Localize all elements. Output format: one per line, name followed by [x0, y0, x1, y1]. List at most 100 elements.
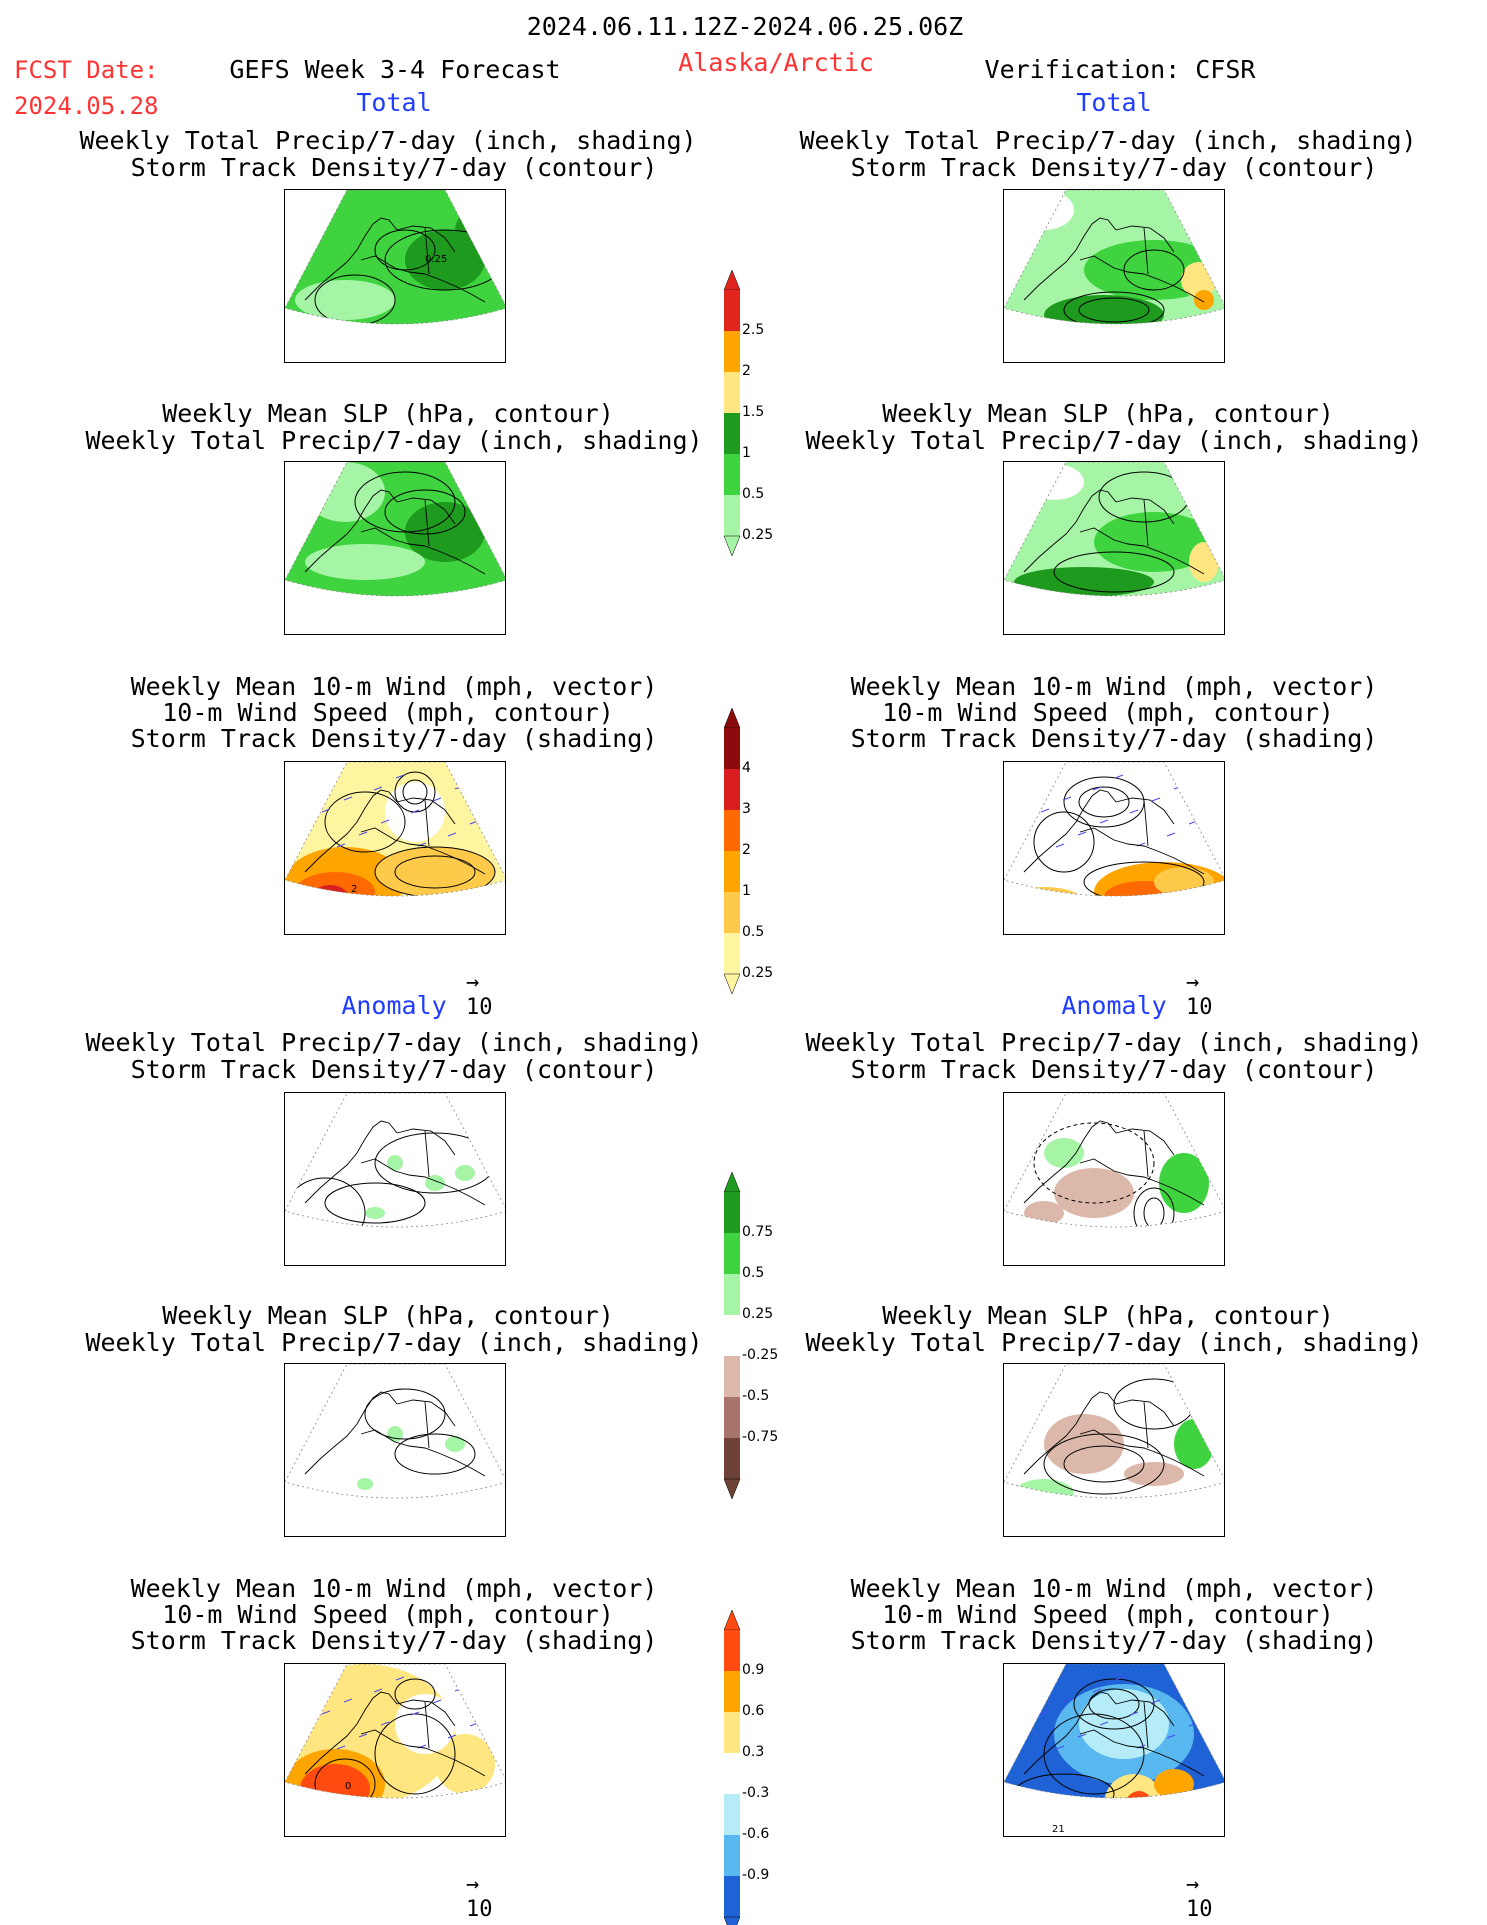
colorbar-segment	[724, 413, 740, 454]
model-title: GEFS Week 3-4 Forecast	[229, 55, 561, 84]
domain-outline	[285, 1664, 505, 1799]
p4-svg	[1004, 462, 1224, 597]
contour-line	[1083, 861, 1205, 896]
contour-line	[1143, 1197, 1165, 1227]
colorbar-segment	[724, 1671, 740, 1712]
colorbar-label: -0.9	[742, 1867, 770, 1883]
colorbar-label: -0.75	[742, 1429, 779, 1445]
colorbar-segment	[724, 1397, 740, 1438]
colorbar-top-arrow	[723, 269, 741, 291]
vector-ref-ar: → 10	[1186, 1872, 1213, 1922]
contour-line	[1133, 1187, 1175, 1227]
domain-outline	[1004, 1664, 1224, 1799]
coastline	[304, 1120, 486, 1206]
border-line	[424, 799, 430, 847]
contour-line	[394, 1678, 436, 1710]
coastline	[304, 217, 486, 303]
shading-patch	[1194, 290, 1214, 310]
contour-line	[1033, 811, 1095, 873]
shading-layer	[285, 190, 505, 324]
shading-patch	[1014, 567, 1154, 596]
map-anom-right-precip-storm	[1003, 1092, 1225, 1266]
colorbar-segment	[724, 454, 740, 495]
title-tr3-b: 10-m Wind Speed (mph, contour)	[882, 698, 1334, 727]
title-ar2-a: Weekly Mean SLP (hPa, contour)	[882, 1301, 1334, 1330]
shading-layer	[1004, 1664, 1224, 1798]
wind-vector	[1025, 773, 1035, 778]
colorbar-svg	[723, 269, 741, 557]
shading-patch	[1054, 1168, 1134, 1218]
wind-vector	[1114, 1676, 1124, 1681]
shading-patch	[357, 1478, 373, 1490]
contour-label: 0.25	[425, 254, 447, 265]
colorbar-label: 1	[742, 883, 751, 899]
title-ar3-b: 10-m Wind Speed (mph, contour)	[882, 1600, 1334, 1629]
border-line	[424, 1401, 430, 1449]
colorbar-label: 0.25	[742, 965, 774, 981]
coastline	[304, 1691, 486, 1777]
shading-patch	[1124, 1791, 1154, 1798]
title-ar2-b: Weekly Total Precip/7-day (inch, shading…	[805, 1328, 1423, 1357]
wind-vector	[343, 796, 353, 801]
wind-vector	[1055, 843, 1065, 848]
contour-label: 2	[351, 884, 357, 895]
contour-line	[1063, 1445, 1145, 1483]
wind-vector	[373, 1688, 383, 1693]
wind-vector	[380, 1721, 390, 1726]
shading-patch	[1154, 867, 1214, 896]
contour-line	[374, 229, 436, 271]
shading-layer	[285, 762, 505, 896]
colorbar-segment	[724, 1438, 740, 1479]
p10-svg	[1004, 1364, 1224, 1499]
contour-line	[324, 791, 406, 853]
section-total-left: Total	[356, 88, 432, 117]
colorbar-svg	[723, 1609, 741, 1925]
base-shading	[285, 1093, 505, 1227]
colorbar-segment	[724, 1315, 740, 1356]
contour-line	[364, 1388, 446, 1440]
contour-line	[1088, 1688, 1140, 1720]
colorbar-segment	[724, 1274, 740, 1315]
colorbar-bottom-arrow	[723, 1916, 741, 1925]
contour-line	[384, 229, 505, 291]
colorbar-label: -0.3	[742, 1785, 770, 1801]
shading-patch	[300, 1764, 370, 1798]
contour-line	[374, 846, 496, 896]
colorbar-label: 0.75	[742, 1224, 774, 1240]
title-al3-b: 10-m Wind Speed (mph, contour)	[162, 1600, 614, 1629]
shading-patch	[1094, 512, 1214, 572]
p8-svg	[1004, 1093, 1224, 1228]
title-ar1-b: Storm Track Density/7-day (contour)	[850, 1055, 1378, 1084]
coastline	[304, 489, 486, 575]
contour-line	[314, 274, 396, 324]
wind-vector	[306, 773, 316, 778]
domain-outline	[285, 462, 505, 597]
title-tl2-a: Weekly Mean SLP (hPa, contour)	[162, 399, 614, 428]
domain-outline	[285, 762, 505, 897]
shading-patch	[1154, 1769, 1194, 1798]
coastline	[1023, 1120, 1205, 1206]
colorbar-label: 0.6	[742, 1703, 765, 1719]
shading-patch	[387, 1155, 403, 1171]
title-tr2-a: Weekly Mean SLP (hPa, contour)	[882, 399, 1334, 428]
title-tr1-a: Weekly Total Precip/7-day (inch, shading…	[799, 126, 1417, 155]
fcst-date-value: 2024.05.28	[14, 92, 159, 120]
map-total-right-precip-storm	[1003, 189, 1225, 363]
colorbar-segment	[724, 372, 740, 413]
colorbar-precip-anomaly: 0.75 0.5 0.25 -0.25 -0.5 -0.75	[723, 1171, 778, 1503]
title-tr2-b: Weekly Total Precip/7-day (inch, shading…	[805, 426, 1423, 455]
shading-layer	[1004, 462, 1224, 596]
wind-vector	[1025, 1675, 1035, 1680]
shading-patch	[365, 1207, 385, 1219]
map-anom-left-precip-storm	[284, 1092, 506, 1266]
colorbar-label: 3	[742, 801, 751, 817]
wind-vector	[321, 808, 331, 813]
colorbar-bottom-arrow	[723, 973, 741, 995]
title-ar3-c: Storm Track Density/7-day (shading)	[850, 1626, 1378, 1655]
colorbar-precip-total: 2.5 2 1.5 1 0.5 0.25	[723, 269, 773, 560]
shading-layer	[1004, 190, 1224, 324]
border-line	[424, 227, 430, 275]
colorbar-label: 2.5	[742, 322, 765, 338]
verification-title: Verification: CFSR	[984, 55, 1256, 84]
